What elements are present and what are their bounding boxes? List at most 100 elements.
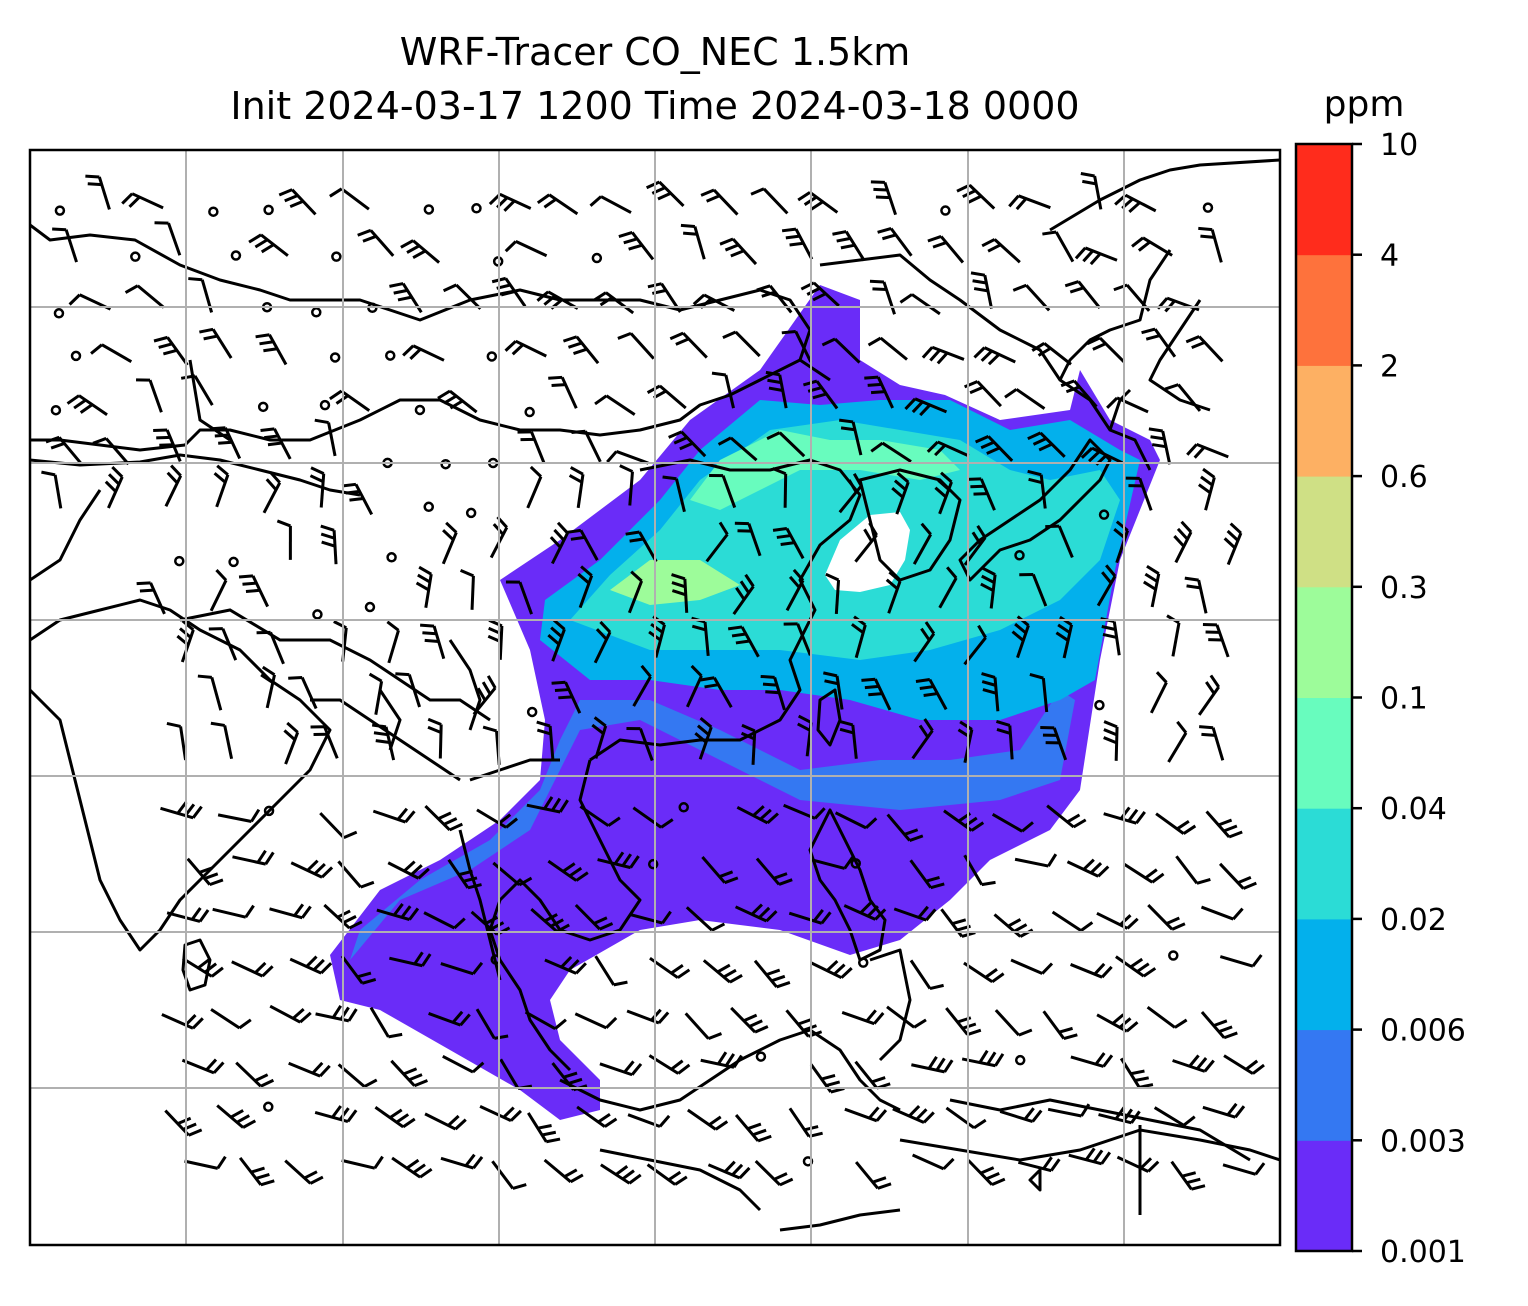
wind-barb [566, 528, 599, 561]
wind-barb [517, 430, 546, 465]
colorbar-tick-label: 0.003 [1380, 1124, 1466, 1159]
wind-barb [312, 609, 323, 620]
wind-barb [734, 521, 762, 557]
wind-barb [736, 805, 779, 825]
wind-barb [753, 959, 791, 989]
wind-barb [838, 473, 863, 514]
wind-barb [730, 1006, 769, 1034]
wind-barb [1027, 431, 1066, 458]
wind-barb [785, 568, 805, 612]
wind-barb [465, 507, 477, 519]
wind-barb [208, 206, 219, 217]
wind-barb [263, 805, 275, 817]
colorbar-tick-label: 0.006 [1380, 1014, 1466, 1049]
wind-barb [1074, 246, 1118, 266]
wind-barb [1103, 806, 1146, 825]
wind-barb [311, 307, 322, 318]
map-title-line2: Init 2024-03-17 1200 Time 2024-03-18 000… [230, 84, 1080, 128]
wind-barb [1068, 1147, 1112, 1166]
wind-barb [289, 955, 333, 975]
wind-barb [783, 622, 812, 656]
colorbar-segment [1296, 365, 1352, 477]
wind-barb [783, 803, 826, 820]
wind-barb [993, 913, 1034, 938]
wind-barb [981, 238, 1021, 264]
wind-barb [372, 807, 416, 824]
wind-barb [1119, 1057, 1154, 1089]
wind-barb [967, 1159, 1006, 1187]
wind-barb [732, 573, 755, 615]
wind-barb [197, 674, 223, 711]
wind-barb [424, 1112, 467, 1131]
wind-barb [870, 180, 898, 216]
wind-barb [479, 1105, 522, 1123]
colorbar-tick-label: 0.6 [1380, 460, 1428, 495]
wind-barb [1008, 194, 1051, 211]
colorbar: 0.001 0.003 0.006 0.02 0.04 0.1 0.3 0.6 2 4 10 [1294, 128, 1466, 1270]
wind-barb [938, 566, 958, 609]
wind-barb [386, 552, 397, 563]
wind-barb [442, 283, 482, 310]
wind-barb [974, 435, 1014, 462]
wind-barb [1027, 469, 1047, 509]
wind-barb [135, 378, 163, 413]
wind-barb [269, 1004, 312, 1024]
wind-barb [911, 1153, 955, 1171]
wind-barb [70, 350, 82, 362]
wind-barb [283, 721, 300, 765]
wind-barb [230, 250, 242, 261]
wind-barb [1046, 804, 1087, 829]
wind-barb [1125, 476, 1153, 511]
wind-barb [1202, 202, 1214, 213]
wind-barb [707, 1160, 751, 1180]
wind-barb [238, 1156, 275, 1187]
wind-barb [956, 183, 996, 210]
wind-barb [915, 678, 948, 711]
wind-barb [213, 464, 230, 508]
wind-barb [1040, 726, 1068, 761]
wind-barb [424, 805, 463, 832]
wind-barb [839, 418, 863, 456]
wind-barb [911, 1055, 954, 1074]
wind-barb [164, 464, 183, 507]
wind-barb [834, 811, 878, 830]
wind-barb [760, 674, 786, 711]
colorbar-tick-label: 0.001 [1380, 1235, 1466, 1270]
wind-barb [867, 336, 908, 361]
wind-barb [389, 951, 432, 968]
wind-barb [414, 404, 426, 416]
wind-barb [1086, 336, 1126, 363]
wind-barb [1031, 342, 1072, 366]
wind-barb [593, 620, 612, 664]
wind-barb [526, 706, 538, 718]
wind-barb [1004, 388, 1046, 410]
wind-barb [471, 203, 482, 214]
wind-barb [536, 720, 555, 761]
wind-barb [722, 330, 761, 358]
wind-barb [53, 308, 65, 319]
wind-barb [1218, 862, 1257, 890]
wind-barb [1051, 910, 1094, 932]
wind-barb [320, 524, 338, 565]
wind-barb [208, 627, 238, 661]
wind-barb [850, 858, 861, 869]
wind-barb [717, 436, 758, 462]
wind-barb [892, 1105, 935, 1124]
wind-barb [524, 406, 535, 418]
wind-barb [1017, 1156, 1061, 1173]
wind-barb [216, 1104, 257, 1129]
wind-barb [600, 1163, 642, 1185]
wind-barb [437, 389, 478, 414]
wind-barb [341, 1155, 384, 1170]
wind-barb [589, 195, 632, 214]
colorbar-tick-label: 0.04 [1380, 792, 1447, 827]
wind-barb [854, 522, 878, 563]
wind-barb [341, 482, 374, 516]
wind-barb [629, 910, 672, 925]
wind-barb [617, 331, 655, 360]
wind-barb [90, 343, 133, 364]
wind-barb [182, 957, 224, 978]
wind-barb [700, 188, 739, 216]
wind-barb [913, 621, 936, 663]
wind-barb [400, 239, 441, 264]
